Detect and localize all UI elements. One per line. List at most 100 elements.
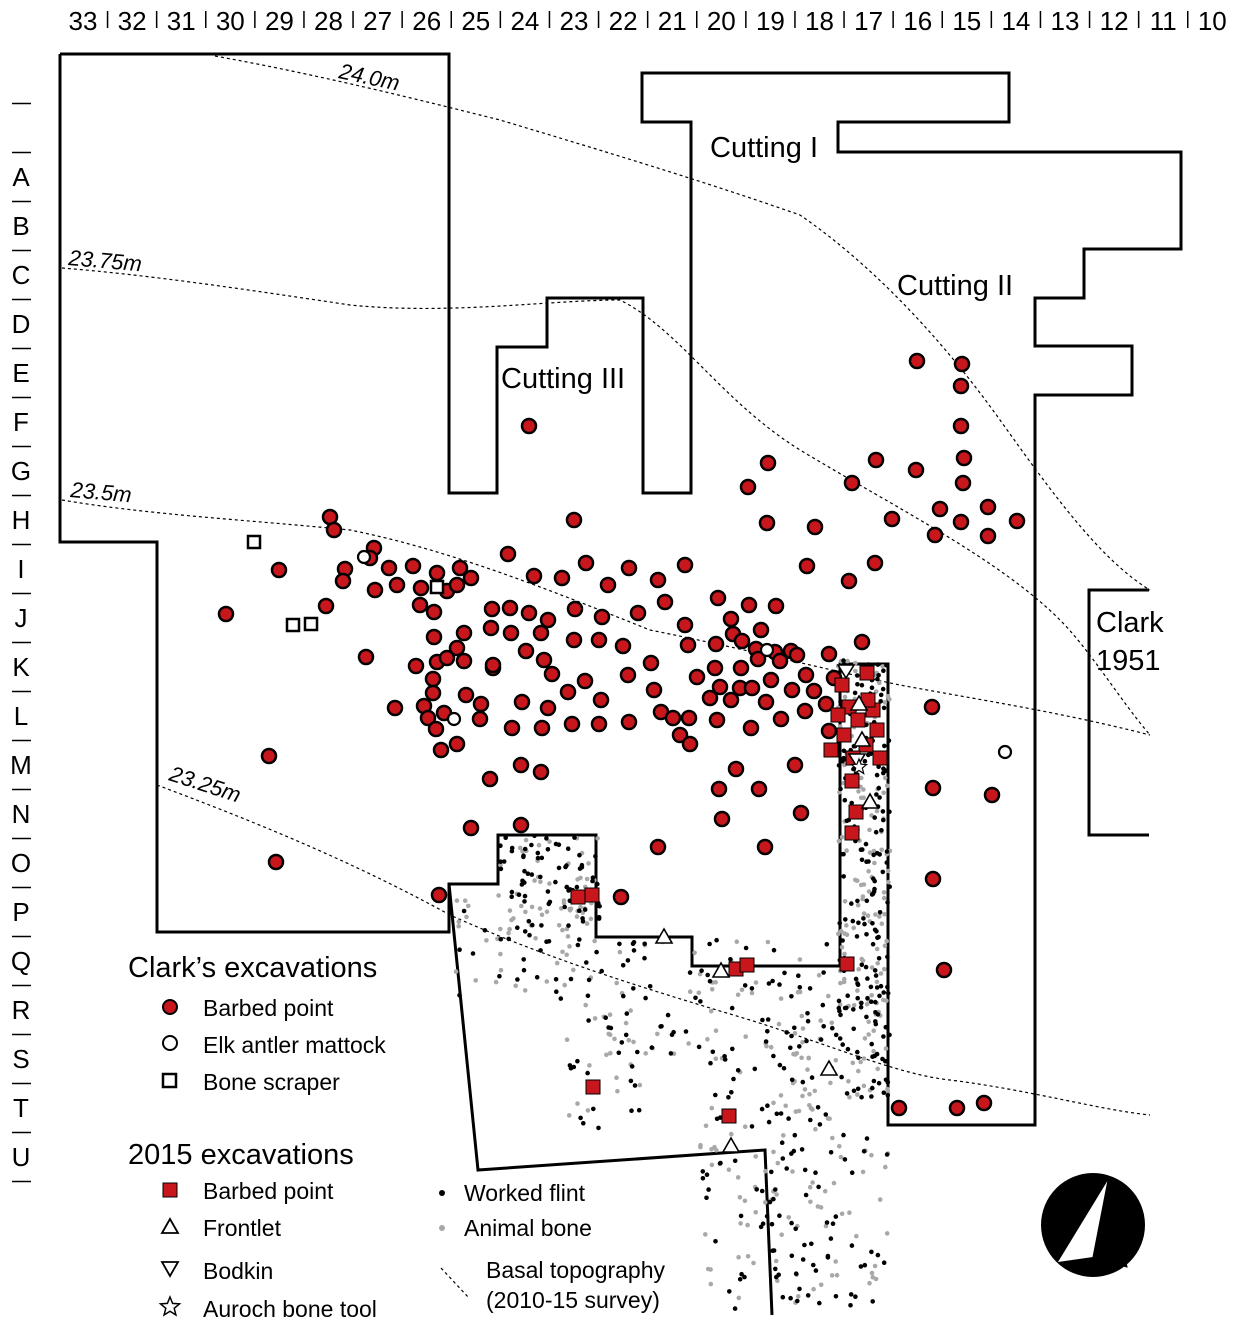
worked-flint-find [881, 817, 886, 823]
animal-bone-find [851, 1003, 857, 1008]
animal-bone-find [623, 1020, 629, 1026]
worked-flint-find [714, 1116, 720, 1122]
animal-bone-find [837, 1144, 842, 1149]
worked-flint-find [758, 1224, 764, 1230]
animal-bone-find [709, 1105, 715, 1111]
grid-row-ticks [12, 102, 31, 1183]
worked-flint-find [855, 995, 860, 1001]
clark-barbed-point-marker [629, 604, 647, 622]
animal-bone-find [544, 909, 550, 915]
clark-barbed-point-marker [520, 604, 538, 622]
worked-flint-find [566, 888, 571, 893]
worked-flint-find [805, 1018, 811, 1024]
worked-flint-find [885, 1092, 891, 1098]
animal-bone-find [847, 1095, 852, 1100]
worked-flint-find [544, 939, 549, 944]
worked-flint-find [876, 764, 881, 769]
animal-bone-find [592, 1016, 598, 1021]
worked-flint-find [853, 1294, 858, 1299]
animal-bone-find [745, 1254, 751, 1259]
animal-bone-find [749, 990, 755, 996]
animal-bone-find [522, 988, 528, 993]
animal-bone-find [796, 1294, 801, 1299]
worked-flint-find [545, 847, 551, 852]
bone-scraper-marker [429, 579, 445, 595]
worked-flint-find [632, 1083, 638, 1088]
clark-barbed-point-marker [503, 719, 521, 737]
worked-flint-find [797, 985, 803, 990]
animal-bone-find [507, 926, 512, 932]
clark-barbed-point-marker [649, 838, 667, 856]
animal-bone-find [869, 1270, 875, 1276]
clark-barbed-point-marker [866, 554, 884, 572]
animal-bone-find [771, 1149, 776, 1155]
animal-bone-find [454, 898, 460, 903]
clark-barbed-point-marker [380, 559, 398, 577]
animal-bone-find [631, 1039, 636, 1045]
contour-23.25m-line [156, 784, 1151, 1116]
clark-barbed-point-marker [907, 461, 925, 479]
worked-flint-find [728, 957, 733, 962]
worked-flint-find [631, 986, 636, 991]
worked-flint-find [872, 815, 877, 820]
animal-bone-find [842, 899, 848, 904]
worked-flint-find [876, 785, 882, 791]
animal-bone-find [729, 1131, 734, 1137]
worked-flint-find [858, 1004, 864, 1010]
worked-flint-find [876, 673, 881, 678]
grid-column-label-11: 11 [1150, 6, 1177, 36]
worked-flint-find [788, 1295, 793, 1301]
clark-barbed-point-marker [740, 596, 758, 614]
contour-23.25m-label: 23.25m [166, 761, 244, 808]
animal-bone-find [765, 939, 771, 945]
legend-2015-item-bodkin: Bodkin [203, 1258, 273, 1284]
worked-flint-find [636, 1107, 642, 1113]
contour-23.5m-line [61, 499, 1151, 736]
worked-flint-find [620, 963, 626, 968]
clark-barbed-point-marker [935, 961, 953, 979]
animal-bone-find [575, 1101, 580, 1106]
bone-scraper-marker [285, 617, 301, 633]
clark-barbed-point-marker [681, 735, 699, 753]
worked-flint-find [815, 1105, 821, 1110]
animal-bone-find [874, 946, 880, 952]
clark-barbed-point-marker [512, 816, 530, 834]
clark-barbed-point-marker [952, 377, 970, 395]
animal-bone-find [567, 908, 573, 913]
grid-column-label-17: 17 [854, 6, 883, 36]
animal-bone-find [592, 938, 597, 944]
clark-barbed-point-marker [620, 559, 638, 577]
worked-flint-find [875, 1012, 881, 1017]
grid-row-label-P: P [12, 897, 29, 927]
worked-flint-find [840, 758, 845, 764]
animal-bone-find [612, 1036, 617, 1042]
worked-flint-find [629, 1108, 634, 1113]
worked-flint-find [659, 1024, 664, 1029]
animal-bone-find [836, 931, 841, 937]
animal-bone-find [866, 889, 872, 894]
animal-bone-find [858, 1059, 863, 1065]
legend-animal-bone-dot-icon [439, 1225, 445, 1231]
legend-bone-scraper-square-icon [161, 1072, 178, 1089]
animal-bone-find [608, 1050, 613, 1056]
animal-bone-find [736, 1295, 742, 1301]
animal-bone-find [810, 1180, 815, 1185]
animal-bone-find [882, 966, 887, 972]
animal-bone-find [544, 979, 550, 984]
clark-barbed-point-marker [457, 686, 475, 704]
animal-bone-find [753, 1154, 758, 1159]
clark-barbed-point-marker [757, 693, 775, 711]
clark-barbed-point-marker [649, 571, 667, 589]
worked-flint-find [530, 922, 535, 928]
animal-bone-find [856, 1068, 861, 1074]
frontlet-marker [852, 730, 872, 747]
worked-flint-find [529, 842, 534, 848]
clark-barbed-point-marker [481, 770, 499, 788]
legend-barbed-point-red-circle-icon [162, 999, 178, 1015]
clark-barbed-point-marker [931, 500, 949, 518]
worked-flint-find [498, 866, 504, 872]
worked-flint-find [848, 1292, 854, 1297]
worked-flint-find [575, 942, 581, 948]
animal-bone-find [873, 912, 878, 917]
